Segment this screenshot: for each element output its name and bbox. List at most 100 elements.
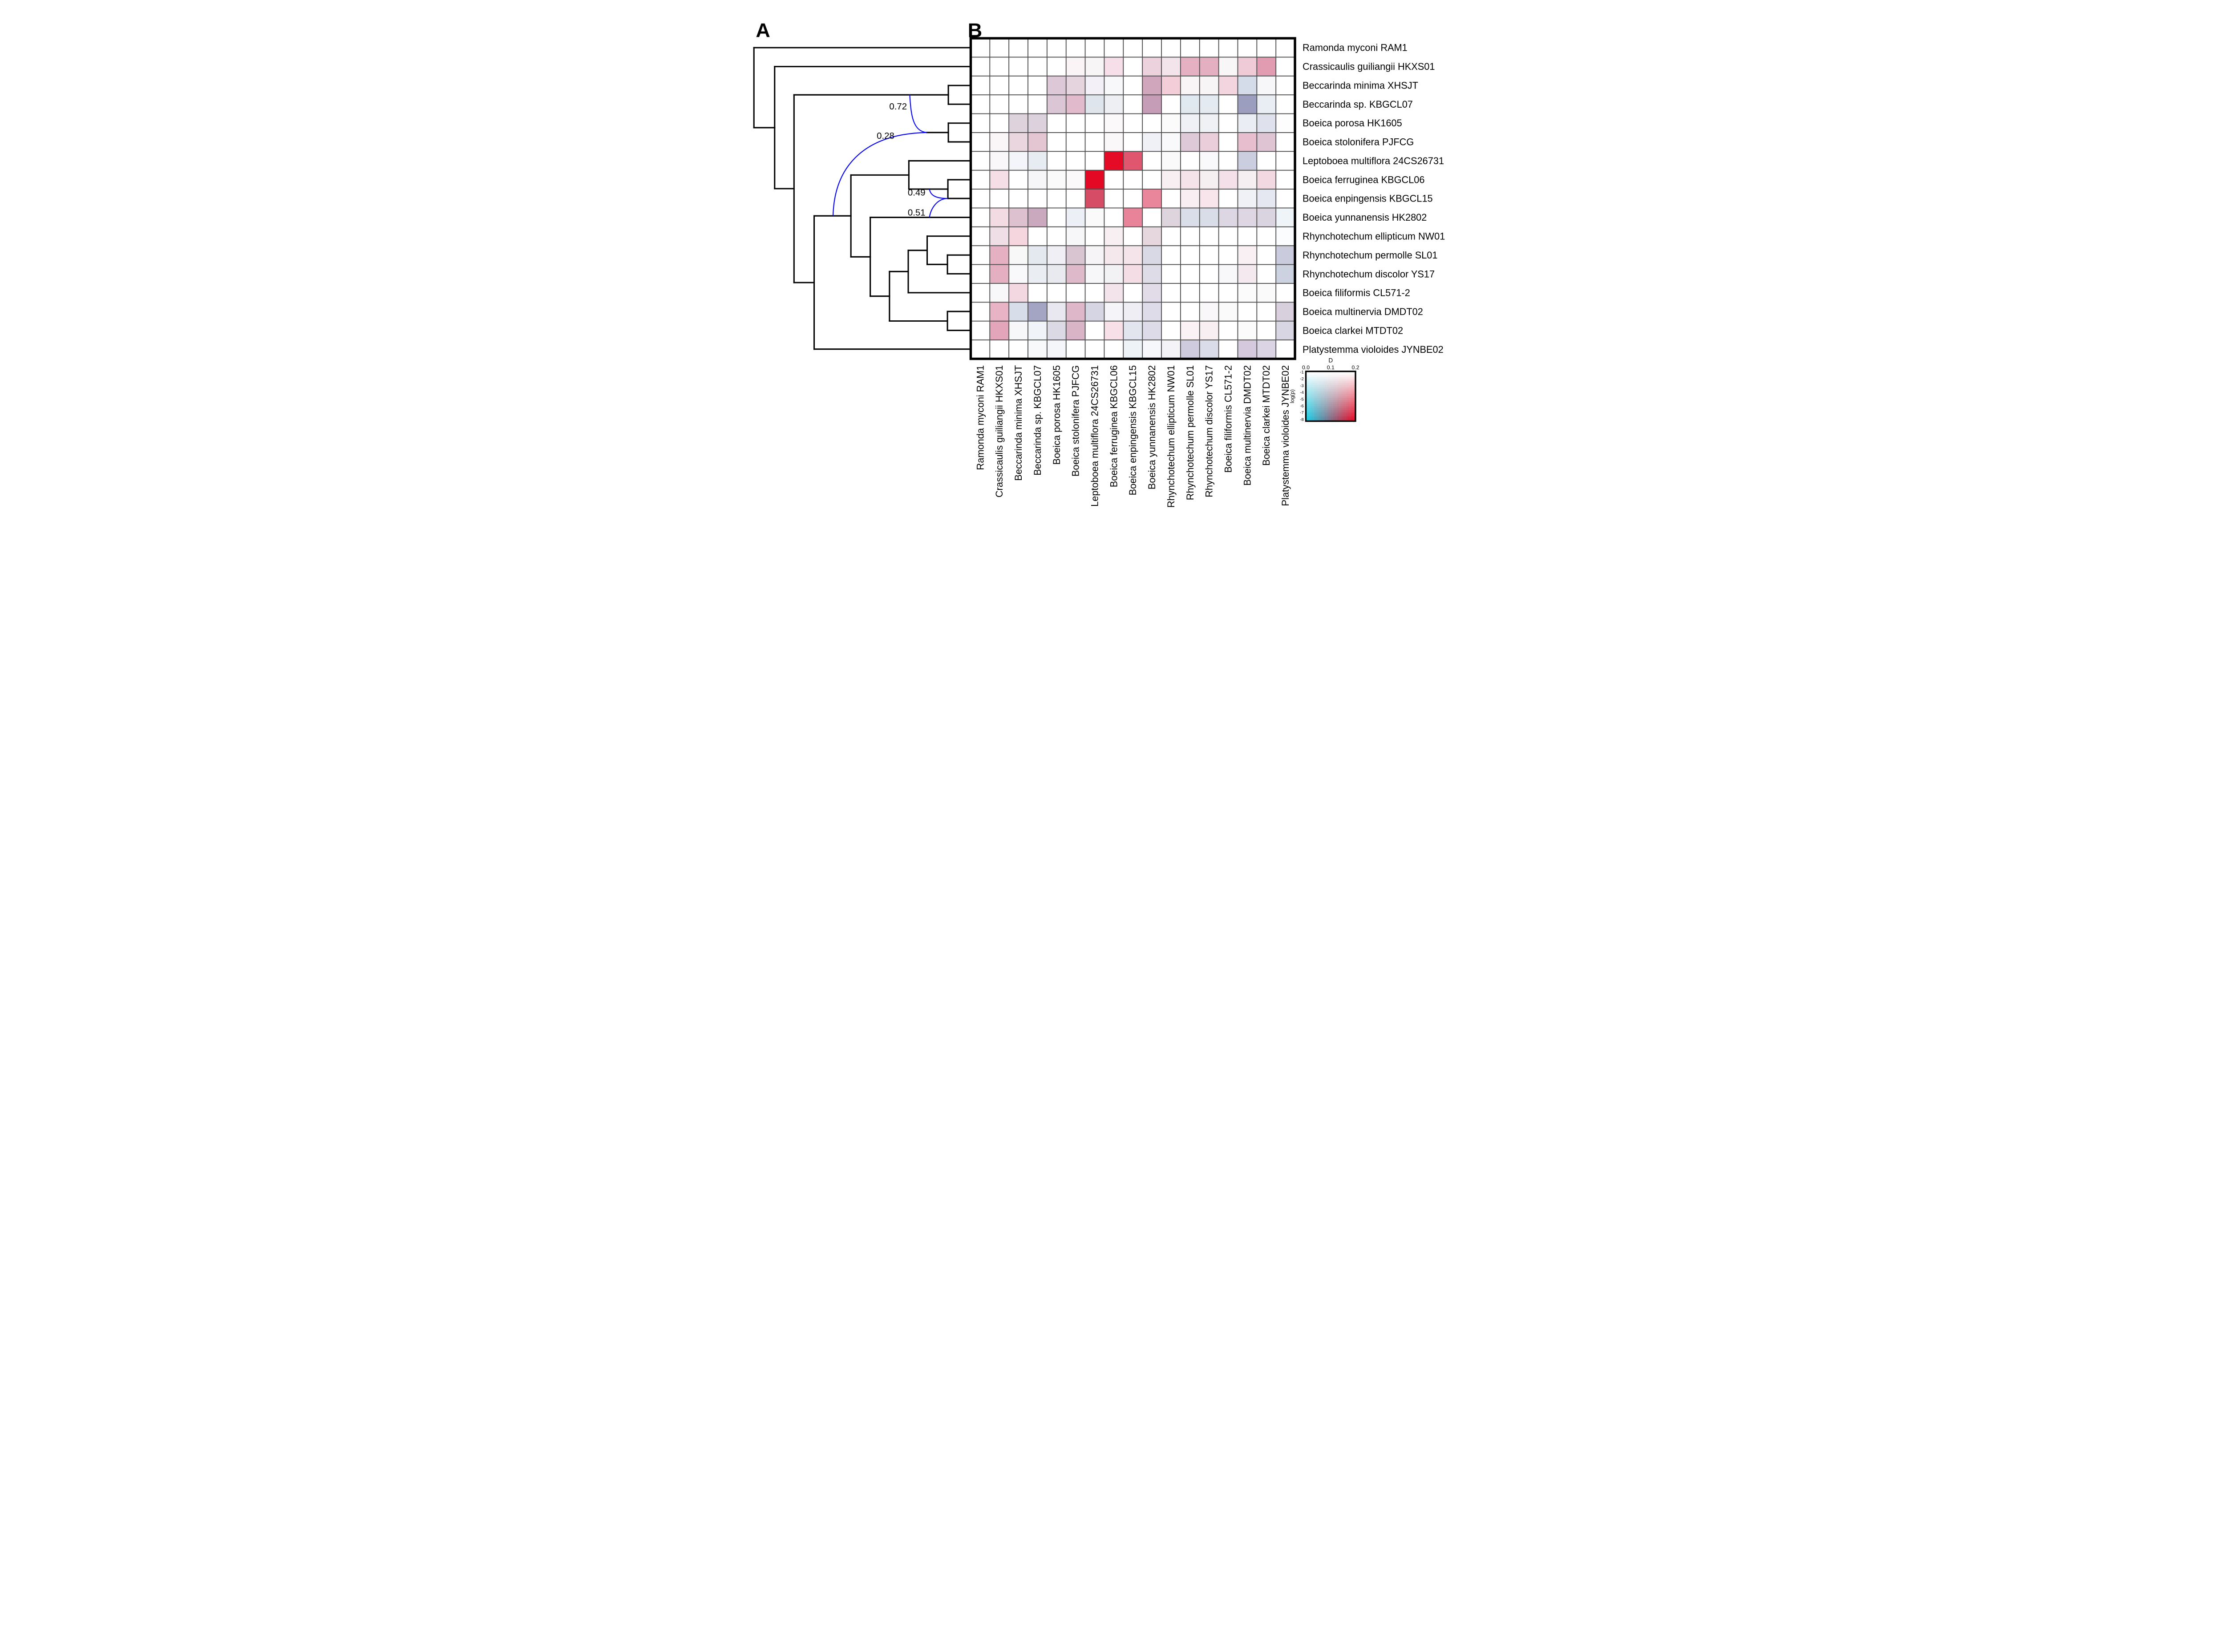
heatmap-cell: [1028, 264, 1047, 283]
heatmap-cell: [1218, 302, 1238, 321]
legend-gradient-cell: [1331, 402, 1333, 404]
heatmap-cell: [1142, 283, 1162, 303]
heatmap-cell: [971, 283, 990, 303]
legend-gradient-cell: [1321, 413, 1323, 416]
legend-gradient-cell: [1336, 417, 1339, 420]
legend-gradient-cell: [1347, 412, 1350, 414]
heatmap-cell: [1104, 321, 1124, 340]
legend-gradient-cell: [1325, 409, 1327, 412]
legend-gradient-cell: [1328, 417, 1331, 420]
legend-gradient-cell: [1311, 419, 1314, 421]
heatmap-cell: [1123, 57, 1143, 76]
heatmap-cell: [1028, 246, 1047, 265]
legend-gradient-cell: [1319, 379, 1322, 381]
legend-gradient-cell: [1319, 394, 1322, 396]
heatmap-cell: [1199, 151, 1219, 170]
legend-gradient-cell: [1351, 384, 1354, 387]
legend-gradient-cell: [1353, 396, 1356, 399]
legend-gradient-cell: [1328, 398, 1331, 400]
heatmap-cell: [990, 38, 1009, 57]
legend-gradient-cell: [1311, 396, 1314, 399]
legend-gradient-cell: [1313, 408, 1316, 410]
legend-gradient-cell: [1347, 408, 1350, 410]
heatmap-cell: [990, 170, 1009, 190]
heatmap-cell: [1047, 57, 1066, 76]
heatmap-cell: [1066, 264, 1085, 283]
heatmap-cell: [1104, 340, 1124, 359]
legend-gradient-cell: [1334, 415, 1337, 418]
heatmap-cell: [1238, 340, 1257, 359]
legend-gradient-cell: [1340, 396, 1343, 399]
legend-gradient-cell: [1336, 404, 1339, 406]
heatmap-cell: [1142, 76, 1162, 95]
heatmap-cell: [1066, 57, 1085, 76]
column-label: Boeica enpingensis KBGCL15: [1127, 365, 1138, 496]
heatmap-cell: [1218, 95, 1238, 114]
legend-gradient-cell: [1317, 371, 1319, 374]
legend-gradient-cell: [1331, 371, 1333, 374]
legend-gradient-cell: [1334, 383, 1337, 385]
heatmap-cell: [1257, 283, 1276, 303]
heatmap-cell: [1276, 38, 1295, 57]
heatmap-cell: [1238, 283, 1257, 303]
legend-gradient-cell: [1342, 396, 1344, 399]
legend-gradient-cell: [1313, 384, 1316, 387]
legend-gradient-cell: [1346, 381, 1348, 383]
column-label: Crassicaulis guiliangii HKXS01: [994, 365, 1005, 497]
legend-gradient-cell: [1321, 408, 1323, 410]
legend-gradient-cell: [1346, 415, 1348, 418]
legend-gradient-cell: [1317, 400, 1319, 402]
heatmap-cell: [1009, 189, 1028, 208]
heatmap-cell: [1218, 170, 1238, 190]
heatmap-cell: [1218, 264, 1238, 283]
legend-gradient-cell: [1350, 387, 1352, 389]
legend-gradient-cell: [1350, 398, 1352, 400]
heatmap-cell: [1142, 113, 1162, 133]
legend-gradient-cell: [1325, 392, 1327, 395]
legend-gradient-cell: [1310, 408, 1312, 410]
legend-gradient-cell: [1351, 415, 1354, 418]
legend-gradient-cell: [1332, 383, 1335, 385]
heatmap-cell: [1180, 38, 1200, 57]
legend-gradient-cell: [1346, 379, 1348, 381]
legend-gradient-cell: [1344, 413, 1346, 416]
legend-gradient-cell: [1332, 413, 1335, 416]
heatmap-cell: [1180, 57, 1200, 76]
legend-gradient-cell: [1346, 375, 1348, 377]
legend-gradient-cell: [1327, 375, 1329, 377]
column-label: Beccarinda minima XHSJT: [1013, 365, 1024, 481]
legend-gradient-cell: [1310, 404, 1312, 406]
legend-gradient-cell: [1328, 387, 1331, 389]
legend-gradient-cell: [1325, 398, 1327, 400]
heatmap-cell: [1218, 246, 1238, 265]
heatmap-cell: [1142, 226, 1162, 246]
hybrid-proportion-label: 0.51: [908, 208, 926, 218]
legend-gradient-cell: [1317, 384, 1319, 387]
legend-gradient-cell: [1306, 396, 1308, 399]
legend-gradient-cell: [1340, 381, 1343, 383]
heatmap-cell: [1276, 264, 1295, 283]
legend-gradient-cell: [1351, 402, 1354, 404]
legend-gradient-cell: [1334, 396, 1337, 399]
heatmap-cell: [1257, 95, 1276, 114]
legend-gradient-cell: [1321, 402, 1323, 404]
heatmap-cell: [1066, 95, 1085, 114]
heatmap-cell: [1142, 302, 1162, 321]
legend-gradient-cell: [1342, 408, 1344, 410]
legend-gradient-cell: [1344, 417, 1346, 420]
heatmap-cell: [1257, 226, 1276, 246]
legend-y-tick-label: -4: [1300, 390, 1303, 395]
legend-gradient-cell: [1306, 387, 1308, 389]
legend-gradient-cell: [1306, 419, 1308, 421]
heatmap-cell: [1218, 38, 1238, 57]
legend-gradient-cell: [1306, 383, 1308, 385]
heatmap-cell: [1161, 226, 1181, 246]
legend-gradient-cell: [1317, 406, 1319, 408]
heatmap-cell: [971, 340, 990, 359]
legend-gradient-cell: [1325, 381, 1327, 383]
legend-gradient-cell: [1334, 384, 1337, 387]
heatmap-cell: [1104, 246, 1124, 265]
legend-gradient-cell: [1350, 402, 1352, 404]
legend-gradient-cell: [1327, 415, 1329, 418]
legend-gradient-cell: [1327, 384, 1329, 387]
